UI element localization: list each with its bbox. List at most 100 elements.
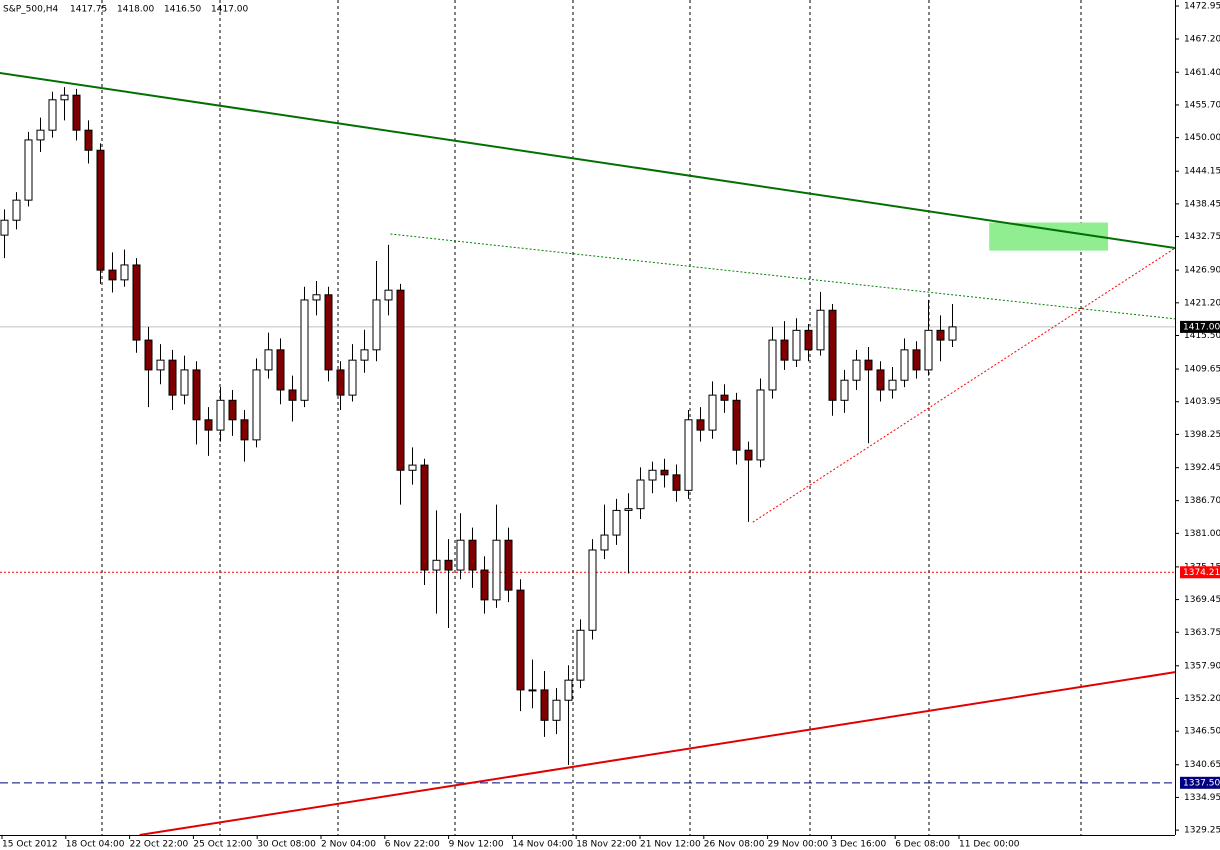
candle-body [708, 394, 717, 431]
header-value: 1417.75 [70, 5, 107, 15]
candle-body [624, 508, 633, 511]
y-tick-label: 1450.00 [1184, 133, 1220, 143]
x-tick-label: 3 Dec 16:00 [831, 840, 886, 850]
candle-body [792, 329, 801, 361]
x-tick-label: 25 Oct 12:00 [193, 840, 252, 850]
y-tick-label: 1455.70 [1184, 100, 1220, 110]
y-tick-label: 1346.50 [1184, 727, 1220, 737]
candle-body [468, 539, 477, 571]
candle-body [540, 689, 549, 721]
y-tick-label: 1386.70 [1184, 496, 1220, 506]
candle-body [864, 359, 873, 371]
x-tick-label: 9 Nov 12:00 [449, 840, 504, 850]
candle-body [456, 539, 465, 571]
candle-body [816, 309, 825, 351]
candle-body [192, 369, 201, 421]
candle-body [324, 294, 333, 371]
y-tick-label: 1340.65 [1184, 760, 1220, 770]
candle-body [276, 349, 285, 391]
candle-body [216, 399, 225, 431]
candle-body [252, 369, 261, 441]
candle-body [336, 369, 345, 396]
price-marker-box [1180, 320, 1220, 333]
candle-body [804, 329, 813, 351]
candle-body [588, 549, 597, 631]
x-tick-label: 30 Oct 08:00 [257, 840, 316, 850]
candle-body [444, 559, 453, 571]
y-tick-label: 1432.75 [1184, 232, 1220, 242]
y-tick-label: 1415.50 [1184, 331, 1220, 341]
candle-body [600, 534, 609, 551]
y-tick-label: 1409.65 [1184, 365, 1220, 375]
x-tick-label: 15 Oct 2012 [2, 840, 58, 850]
candle-body [744, 449, 753, 461]
candle-body [84, 129, 93, 151]
candle-body [0, 219, 9, 236]
candle-body [936, 329, 945, 341]
candle-body [12, 199, 21, 221]
candle-body [180, 369, 189, 396]
trendline [139, 671, 1175, 835]
trendline [390, 233, 1175, 320]
y-tick-label: 1369.45 [1184, 595, 1220, 605]
candle-body [120, 264, 129, 281]
candle-body [852, 359, 861, 381]
price-marker-label: 1417.00 [1183, 322, 1220, 332]
candle-body [396, 289, 405, 471]
header-value: 1416.50 [164, 5, 201, 15]
price-marker-box [1180, 566, 1220, 579]
candle-body [156, 359, 165, 371]
y-tick-label: 1444.15 [1184, 167, 1220, 177]
y-tick-label: 1467.20 [1184, 34, 1220, 44]
candle-body [948, 326, 957, 341]
plot-area [0, 71, 1175, 835]
candle-body [264, 349, 273, 371]
y-tick-label: 1357.90 [1184, 661, 1220, 671]
candle-body [348, 359, 357, 396]
header-value: 1417.00 [211, 5, 248, 15]
x-tick-label: 2 Nov 04:00 [321, 840, 376, 850]
x-tick-label: 22 Oct 22:00 [130, 840, 189, 850]
x-tick-label: 14 Nov 04:00 [512, 840, 573, 850]
candle-body [768, 339, 777, 391]
price-marker-label: 1337.50 [1183, 778, 1220, 788]
y-tick-label: 1472.95 [1184, 2, 1220, 12]
candle-body [912, 349, 921, 371]
x-tick-label: 6 Dec 08:00 [895, 840, 950, 850]
price-marker-label: 1374.21 [1183, 568, 1220, 578]
x-tick-label: 18 Nov 22:00 [576, 840, 637, 850]
candle-body [72, 94, 81, 131]
header-value: 1418.00 [117, 5, 154, 15]
candle-body [564, 679, 573, 701]
candle-body [756, 389, 765, 461]
candle-body [516, 589, 525, 691]
candle-body [840, 379, 849, 401]
candle-body [312, 294, 321, 301]
candle-body [684, 419, 693, 491]
candle-body [48, 99, 57, 131]
x-tick-label: 18 Oct 04:00 [66, 840, 125, 850]
vertical-grid [101, 0, 1082, 835]
candle-body [420, 464, 429, 571]
trendline [0, 71, 1175, 250]
candle-body [408, 464, 417, 471]
y-tick-label: 1421.20 [1184, 298, 1220, 308]
y-tick-label: 1329.25 [1184, 826, 1220, 836]
candle-body [504, 539, 513, 591]
candle-body [132, 264, 141, 341]
candle-body [372, 299, 381, 351]
candle-body [732, 399, 741, 451]
candle-body [636, 479, 645, 510]
candle-body [888, 379, 897, 391]
candle-body [36, 129, 45, 141]
candle-body [900, 349, 909, 381]
candle-body [876, 369, 885, 391]
y-tick-label: 1426.90 [1184, 266, 1220, 276]
candle-body [480, 569, 489, 601]
candle-body [288, 389, 297, 401]
candle-body [696, 419, 705, 431]
y-tick-label: 1398.25 [1184, 430, 1220, 440]
x-tick-label: 21 Nov 12:00 [640, 840, 701, 850]
